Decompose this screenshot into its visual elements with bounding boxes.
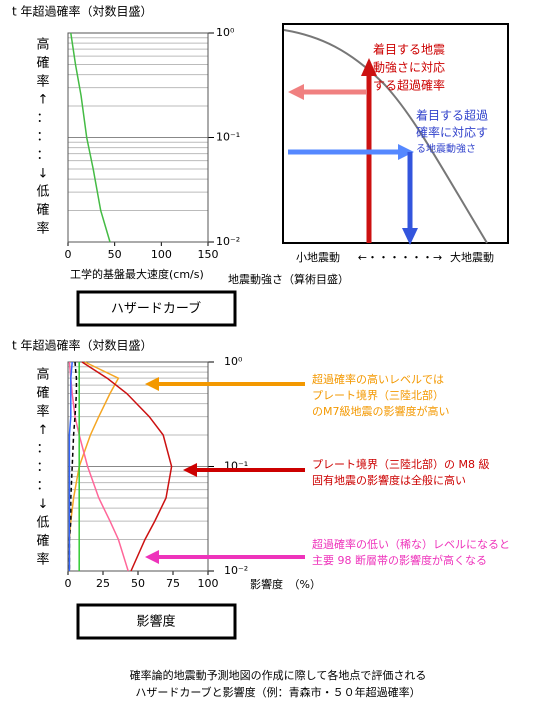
caption-box [76,603,237,640]
y-tick-label: 10⁰ [224,355,243,368]
caption: ハザードカーブ [111,301,201,317]
red-text: 着目する地震 [373,42,445,57]
x-tick-label: 25 [96,577,110,590]
red-text: する超過確率 [373,78,445,93]
y-side-label: 高 [36,367,49,383]
y-side-label: 率 [36,552,49,568]
caption-box [76,290,237,327]
y-side-label: ： [36,130,49,145]
annotation-arrow-head [183,463,197,477]
blue-text: 着目する超過 [416,108,488,123]
y-tick-label: 10⁻² [224,564,248,577]
x-left-label: 小地震動 [296,250,340,264]
y-side-label: 率 [36,73,49,89]
y-side-label: ↑ [38,423,49,438]
blue-arrow-head [398,144,414,160]
y-side-label: ↑ [38,93,49,108]
schematic-frame [282,23,509,244]
x-tick-label: 100 [198,577,219,590]
series-line [70,32,111,243]
y-side-label: 率 [36,221,49,237]
y-tick-label: 10⁻² [216,235,240,248]
y-side-label: 率 [36,404,49,420]
x-right-label: 大地震動 [450,250,494,264]
x-tick-label: 50 [108,248,122,261]
plot-frame [67,361,209,572]
annotation-text: 主要 98 断層帯の影響度が高くなる [312,553,487,567]
x-tick-label: 100 [151,248,172,261]
annotation-text: 固有地震の影響度は全般に高い [312,473,466,487]
annotation-text: 超過確率の高いレベルでは [312,372,444,386]
annotation-text: 超過確率の低い（稀な）レベルになると [312,537,510,551]
blue-text: る地震動強さ [416,142,476,155]
series-line [81,361,173,572]
y-tick-label: 10⁰ [216,26,235,39]
x-tick-label: 50 [131,577,145,590]
annotation-arrow-head [145,377,159,391]
blue-text: 確率に対応す [416,125,488,140]
pink-arrow-head [288,84,304,100]
schematic-curve [283,29,488,244]
y-side-label: 確 [36,55,49,71]
footer-line: ハザードカーブと影響度（例：青森市・５０年超過確率） [135,685,420,699]
red-arrow-head [361,58,377,76]
y-side-label: ： [36,111,49,126]
schematic-x-title: 地震動強さ（算術目盛） [228,272,349,286]
y-side-label: ↓ [38,166,49,181]
plot-frame [67,32,209,243]
y-side-label: ↓ [38,497,49,512]
y-side-label: 低 [36,516,49,531]
y-tick-label: 10⁻¹ [216,131,240,144]
y-side-label: 低 [36,185,49,200]
y-side-label: ： [36,479,49,494]
annotation-arrow-head [145,550,159,564]
series-line [68,361,73,571]
y-side-label: ： [36,442,49,457]
x-axis-title: 影響度 （%） [250,577,321,591]
annotation-text: プレート境界（三陸北部）の M8 級 [312,457,489,471]
annotation-text: プレート境界（三陸北部） [312,388,444,402]
x-tick-label: 0 [65,577,72,590]
x-tick-label: 150 [198,248,219,261]
y-side-label: 高 [36,37,49,53]
y-side-label: 確 [36,385,49,401]
annotation-text: のM7級地震の影響度が高い [312,404,450,418]
footer-line: 確率論的地震動予測地図の作成に際して各地点で評価される [130,668,427,682]
red-text: 動強さに対応 [373,61,445,75]
y-axis-title: t 年超過確率（対数目盛） [12,4,153,19]
y-side-label: 確 [36,533,49,549]
x-tick-label: 0 [65,248,72,261]
x-mid-label: ←・・・・・・→ [358,251,442,264]
x-axis-title: 工学的基盤最大速度(cm/s) [70,267,204,281]
y-axis-title: t 年超過確率（対数目盛） [12,338,153,353]
x-tick-label: 75 [166,577,180,590]
y-side-label: ： [36,148,49,163]
caption: 影響度 [136,614,175,630]
blue-down-arrow-head [402,228,418,245]
y-side-label: ： [36,460,49,475]
y-side-label: 確 [36,202,49,218]
